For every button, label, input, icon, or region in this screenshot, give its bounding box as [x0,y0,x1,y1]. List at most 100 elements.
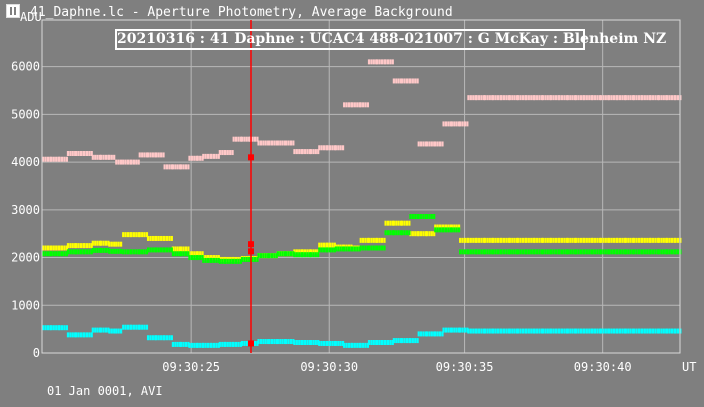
data-point [356,102,359,108]
data-point [457,224,461,230]
data-point [596,249,599,255]
data-point [463,327,467,333]
data-point [138,152,141,158]
data-point [389,230,392,236]
data-point [163,164,166,170]
data-point [130,232,133,238]
y-tick-label: 2000 [11,251,40,265]
data-point [641,249,644,255]
data-point [538,328,541,334]
data-point [483,237,487,243]
chart-title: 20210316 : 41 Daphne : UCAC4 488-021007 … [115,29,666,50]
data-point [196,255,199,261]
data-point [210,257,213,263]
data-point [262,339,265,345]
data-point [425,214,429,219]
data-point [165,247,169,253]
data-point [268,253,271,259]
data-point [405,338,409,344]
data-point [453,121,456,127]
data-point [629,328,632,334]
data-point [163,235,166,241]
data-point [110,241,113,247]
y-tick-label: 3000 [11,203,40,217]
data-point [395,220,398,226]
data-point [243,136,246,142]
data-point [652,328,655,334]
data-point [389,340,392,345]
data-point [513,328,516,334]
data-point [554,249,558,255]
data-point [190,342,193,348]
data-point [425,231,429,237]
series-2 [42,214,682,264]
data-point [536,328,539,334]
data-point [500,95,503,101]
data-point [117,328,120,334]
data-point [525,249,528,255]
data-point [643,95,646,101]
data-point [579,95,583,101]
data-point [389,220,392,226]
data-point [612,95,616,101]
data-point [69,151,72,156]
data-point [401,78,404,84]
data-point [251,256,254,262]
data-point [616,249,619,255]
data-point [259,339,263,345]
data-point [234,136,238,142]
data-point [635,249,638,255]
data-point [469,95,472,101]
data-point [218,150,221,156]
data-point [229,258,232,264]
data-point [459,249,462,255]
data-point [612,249,616,255]
data-point [91,154,94,160]
app-icon[interactable] [6,4,20,18]
data-point [132,159,135,165]
data-point [176,246,179,252]
data-point [262,140,265,146]
data-point [63,245,66,251]
data-point [646,95,649,101]
data-point [287,140,290,146]
data-point [608,95,611,101]
data-point [591,249,594,255]
data-point [281,251,284,257]
data-point [475,249,478,255]
data-point [447,224,450,230]
data-point [157,152,160,158]
data-point [608,237,611,243]
data-point [279,140,282,146]
data-point [298,149,301,155]
data-point [654,249,657,255]
data-point [285,339,288,345]
data-point [339,340,342,346]
data-point [143,232,146,238]
data-point [85,332,89,338]
data-point [383,245,386,251]
data-point [184,251,188,257]
data-point [378,340,381,345]
data-point [571,237,574,243]
data-point [184,246,188,252]
data-point [486,249,489,255]
data-point [259,140,263,146]
data-point [170,247,173,253]
data-point [163,247,166,253]
x-tick-label: 09:30:35 [436,360,494,374]
data-point [408,230,411,236]
data-point [253,256,257,262]
data-point [569,249,572,255]
data-point [115,248,118,254]
data-point [60,156,64,162]
data-point [438,224,442,230]
data-point [546,328,549,334]
data-point [616,95,619,101]
data-point [366,102,370,108]
data-point [306,340,309,345]
data-point [392,230,395,236]
data-point [85,151,89,156]
data-point [633,237,636,243]
